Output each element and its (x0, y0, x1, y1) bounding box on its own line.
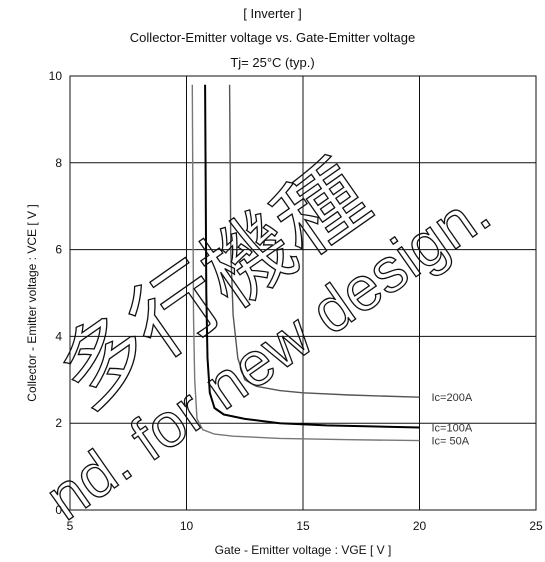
series-label: Ic=100A (432, 423, 473, 435)
y-tick-label: 8 (55, 156, 62, 170)
chart-title-line-1: [ Inverter ] (243, 6, 302, 21)
y-tick-label: 6 (55, 243, 62, 257)
x-tick-label: 15 (296, 519, 310, 533)
series-label: Ic=200A (432, 392, 473, 404)
series-label: Ic= 50A (432, 436, 470, 448)
x-tick-label: 20 (413, 519, 427, 533)
y-axis-label: Collector - Emitter voltage : VCE [ V ] (25, 204, 39, 401)
plot-area-frame (69, 75, 537, 511)
y-tick-label: 10 (49, 69, 63, 83)
series-lines (191, 84, 420, 442)
series-line (191, 84, 420, 442)
x-tick-label: 5 (67, 519, 74, 533)
y-tick-label: 0 (55, 503, 62, 517)
y-tick-label: 4 (55, 329, 62, 343)
y-tick-label: 2 (55, 416, 62, 430)
x-axis-label: Gate - Emitter voltage : VGE [ V ] (215, 543, 392, 557)
series-line (228, 84, 420, 398)
watermark: 多行機種 nd. for new design. (33, 143, 503, 534)
x-tick-label: 25 (529, 519, 543, 533)
x-tick-label: 10 (180, 519, 194, 533)
axis-ticks: 5 10 15 20 25 0 2 4 6 8 10 (49, 69, 543, 533)
chart-title-line-3: Tj= 25°C (typ.) (230, 55, 315, 70)
grid-lines (70, 76, 536, 510)
series-line (204, 84, 420, 429)
chart-title-line-2: Collector-Emitter voltage vs. Gate-Emitt… (129, 30, 416, 45)
